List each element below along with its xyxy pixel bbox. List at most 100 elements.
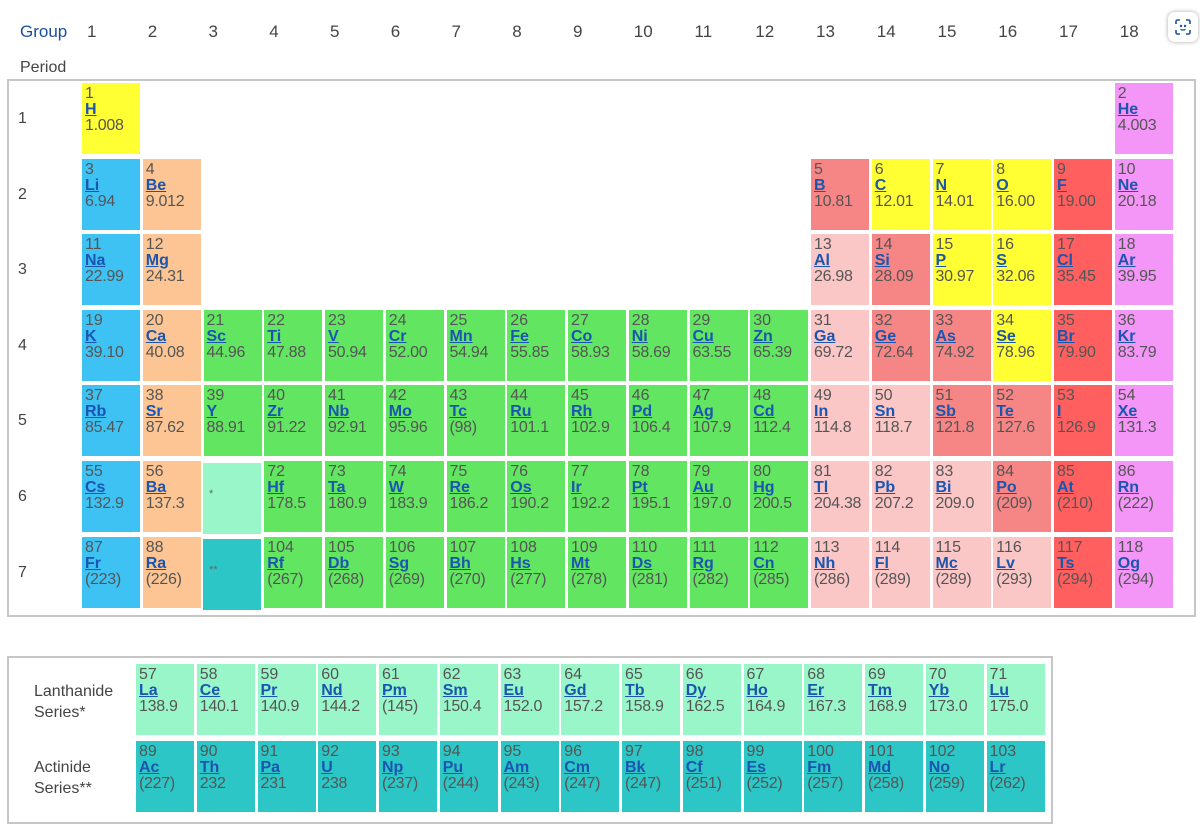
element-symbol-link[interactable]: Cf: [685, 759, 703, 776]
element-symbol-link[interactable]: Xe: [1117, 403, 1138, 421]
element-symbol-link[interactable]: Si: [874, 252, 890, 270]
element-symbol-link[interactable]: Ac: [139, 759, 160, 776]
element-symbol-link[interactable]: La: [139, 682, 158, 699]
element-symbol-link[interactable]: Be: [145, 176, 167, 194]
element-symbol-link[interactable]: U: [321, 759, 333, 776]
element-symbol-link[interactable]: Li: [85, 176, 100, 194]
element-symbol-link[interactable]: Sn: [874, 403, 896, 421]
element-symbol-link[interactable]: Ar: [1117, 252, 1136, 270]
element-symbol-link[interactable]: Cn: [753, 554, 775, 572]
element-symbol-link[interactable]: Y: [206, 403, 218, 421]
element-symbol-link[interactable]: Nh: [814, 554, 836, 572]
element-symbol-link[interactable]: Hs: [510, 554, 531, 572]
element-symbol-link[interactable]: Pb: [874, 479, 896, 496]
element-symbol-link[interactable]: Tl: [814, 479, 829, 496]
element-symbol-link[interactable]: He: [1117, 101, 1139, 118]
element-symbol-link[interactable]: Na: [85, 252, 106, 270]
element-symbol-link[interactable]: Al: [814, 252, 830, 270]
element-symbol-link[interactable]: Pm: [382, 682, 407, 699]
element-symbol-link[interactable]: Bk: [625, 759, 646, 776]
element-symbol-link[interactable]: Rg: [692, 554, 714, 572]
scan-button[interactable]: [1168, 12, 1198, 42]
element-symbol-link[interactable]: I: [1057, 403, 1062, 421]
element-symbol-link[interactable]: Sr: [145, 403, 163, 421]
element-symbol-link[interactable]: Ts: [1057, 554, 1075, 572]
element-symbol-link[interactable]: Rf: [267, 554, 285, 572]
element-symbol-link[interactable]: Ca: [145, 327, 167, 345]
element-symbol-link[interactable]: K: [85, 327, 97, 345]
element-symbol-link[interactable]: Ni: [631, 327, 648, 345]
element-symbol-link[interactable]: Mo: [388, 403, 412, 421]
element-symbol-link[interactable]: Br: [1057, 327, 1075, 345]
element-symbol-link[interactable]: Rb: [85, 403, 107, 421]
element-symbol-link[interactable]: Sb: [935, 403, 956, 421]
element-symbol-link[interactable]: Rn: [1117, 479, 1140, 496]
element-symbol-link[interactable]: Nb: [328, 403, 350, 421]
element-symbol-link[interactable]: Hf: [267, 479, 285, 496]
element-symbol-link[interactable]: Ga: [814, 327, 836, 345]
element-symbol-link[interactable]: B: [814, 176, 826, 194]
element-symbol-link[interactable]: No: [928, 759, 951, 776]
element-symbol-link[interactable]: Mt: [571, 554, 590, 572]
element-symbol-link[interactable]: Eu: [503, 682, 524, 699]
element-symbol-link[interactable]: Tc: [449, 403, 467, 421]
element-symbol-link[interactable]: Te: [996, 403, 1014, 421]
element-symbol-link[interactable]: N: [935, 176, 948, 194]
element-symbol-link[interactable]: P: [935, 252, 947, 270]
element-symbol-link[interactable]: Pa: [260, 759, 281, 776]
element-symbol-link[interactable]: Tm: [868, 682, 892, 699]
element-symbol-link[interactable]: Ta: [328, 479, 346, 496]
element-symbol-link[interactable]: Po: [996, 479, 1017, 496]
element-symbol-link[interactable]: Pd: [631, 403, 653, 421]
element-symbol-link[interactable]: Es: [746, 759, 767, 776]
element-symbol-link[interactable]: Ru: [510, 403, 532, 421]
element-symbol-link[interactable]: Cd: [753, 403, 775, 421]
element-symbol-link[interactable]: Rh: [571, 403, 593, 421]
element-symbol-link[interactable]: Lu: [989, 682, 1010, 699]
element-symbol-link[interactable]: Co: [571, 327, 593, 345]
element-symbol-link[interactable]: Cs: [85, 479, 106, 496]
element-symbol-link[interactable]: Fr: [85, 554, 101, 572]
element-symbol-link[interactable]: Pr: [260, 682, 278, 699]
element-symbol-link[interactable]: Se: [996, 327, 1016, 345]
element-symbol-link[interactable]: Mg: [145, 252, 169, 270]
element-symbol-link[interactable]: At: [1057, 479, 1074, 496]
element-symbol-link[interactable]: Ds: [631, 554, 653, 572]
element-symbol-link[interactable]: Am: [503, 759, 530, 776]
element-symbol-link[interactable]: Ge: [874, 327, 897, 345]
element-symbol-link[interactable]: C: [874, 176, 887, 194]
element-symbol-link[interactable]: Ce: [199, 682, 221, 699]
element-symbol-link[interactable]: Lr: [989, 759, 1006, 776]
element-symbol-link[interactable]: Hg: [753, 479, 775, 496]
element-symbol-link[interactable]: Lv: [996, 554, 1015, 572]
element-symbol-link[interactable]: In: [814, 403, 829, 421]
element-symbol-link[interactable]: Cm: [564, 759, 591, 776]
element-symbol-link[interactable]: V: [328, 327, 339, 345]
element-symbol-link[interactable]: Nd: [321, 682, 343, 699]
element-symbol-link[interactable]: Np: [382, 759, 404, 776]
element-symbol-link[interactable]: Md: [868, 759, 892, 776]
element-symbol-link[interactable]: Th: [199, 759, 220, 776]
element-symbol-link[interactable]: W: [388, 479, 404, 496]
element-symbol-link[interactable]: Ba: [145, 479, 167, 496]
element-symbol-link[interactable]: Pt: [631, 479, 648, 496]
element-symbol-link[interactable]: S: [996, 252, 1007, 270]
element-symbol-link[interactable]: Fl: [874, 554, 889, 572]
element-symbol-link[interactable]: Mn: [449, 327, 473, 345]
element-symbol-link[interactable]: Au: [692, 479, 714, 496]
element-symbol-link[interactable]: Cr: [388, 327, 407, 345]
element-symbol-link[interactable]: Bi: [935, 479, 952, 496]
element-symbol-link[interactable]: Db: [328, 554, 350, 572]
element-symbol-link[interactable]: Ir: [571, 479, 582, 496]
element-symbol-link[interactable]: F: [1057, 176, 1067, 194]
element-symbol-link[interactable]: Fm: [807, 759, 832, 776]
element-symbol-link[interactable]: Sm: [442, 682, 468, 699]
element-symbol-link[interactable]: Fe: [510, 327, 529, 345]
element-symbol-link[interactable]: Er: [807, 682, 825, 699]
element-symbol-link[interactable]: O: [996, 176, 1009, 194]
element-symbol-link[interactable]: Dy: [685, 682, 707, 699]
element-symbol-link[interactable]: Gd: [564, 682, 587, 699]
element-symbol-link[interactable]: Ti: [267, 327, 282, 345]
element-symbol-link[interactable]: Bh: [449, 554, 471, 572]
element-symbol-link[interactable]: Zn: [753, 327, 773, 345]
